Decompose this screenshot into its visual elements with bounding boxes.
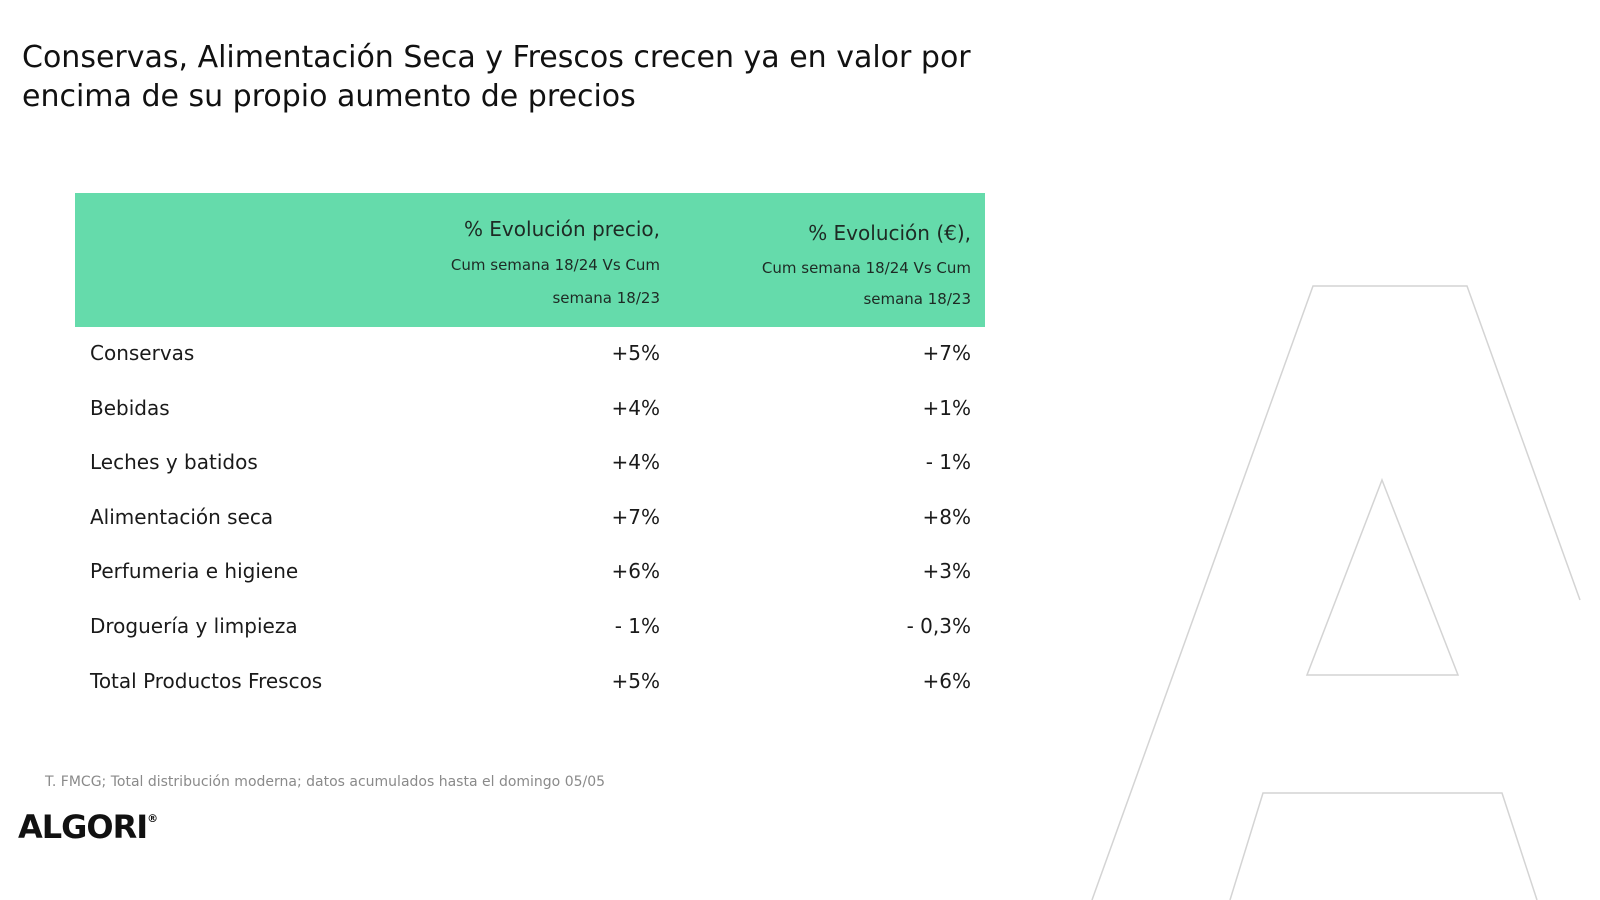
column-title: % Evolución (€), (808, 221, 971, 245)
value-evolution-value: +3% (922, 559, 972, 584)
registered-mark: ® (147, 812, 158, 825)
table-body: Conservas +5% +7% Bebidas +4% +1% Leches y bat… (75, 327, 985, 709)
column-subtitle: semana 18/23 (863, 290, 971, 308)
column-subtitle: Cum semana 18/24 Vs Cum (450, 256, 660, 274)
column-header-precio: % Evolución precio, Cum semana 18/24 Vs … (360, 217, 660, 315)
row-label: Droguería y limpieza (90, 613, 298, 638)
table-row: Perfumeria e higiene +6% +3% (75, 545, 985, 600)
value-evolution-value: +7% (922, 341, 972, 365)
page-title: Conservas, Alimentación Seca y Frescos c… (22, 40, 971, 114)
table-header: % Evolución precio, Cum semana 18/24 Vs … (75, 193, 985, 327)
price-evolution-value: +6% (611, 559, 661, 584)
row-label: Conservas (90, 341, 195, 365)
table-row: Conservas +5% +7% (75, 327, 985, 382)
row-label: Total Productos Frescos (90, 668, 323, 693)
value-evolution-value: - 1% (925, 450, 971, 475)
value-evolution-value: +8% (922, 504, 972, 529)
value-evolution-value: +6% (922, 668, 972, 693)
table-row: Bebidas +4% +1% (75, 382, 985, 437)
price-evolution-table: % Evolución precio, Cum semana 18/24 Vs … (75, 193, 985, 709)
price-evolution-value: - 1% (614, 613, 660, 638)
price-evolution-value: +7% (611, 504, 661, 529)
algori-logo: ALGORI® (18, 808, 158, 846)
row-label: Leches y batidos (90, 450, 258, 475)
table-row: Leches y batidos +4% - 1% (75, 436, 985, 491)
footnote: T. FMCG; Total distribución moderna; dat… (45, 774, 606, 790)
value-evolution-value: +1% (922, 395, 972, 420)
row-label: Perfumeria e higiene (90, 559, 299, 584)
column-title: % Evolución precio, (463, 217, 660, 241)
row-label: Alimentación seca (90, 504, 274, 529)
column-subtitle: semana 18/23 (552, 289, 660, 307)
column-subtitle: Cum semana 18/24 Vs Cum (761, 259, 971, 277)
table-row: Droguería y limpieza - 1% - 0,3% (75, 600, 985, 655)
price-evolution-value: +4% (611, 450, 661, 475)
row-label: Bebidas (90, 395, 170, 420)
table-row: Alimentación seca +7% +8% (75, 491, 985, 546)
price-evolution-value: +5% (611, 341, 661, 365)
value-evolution-value: - 0,3% (906, 613, 971, 638)
logo-text: ALGORI (18, 808, 148, 846)
price-evolution-value: +5% (611, 668, 661, 693)
table-row: Total Productos Frescos +5% +6% (75, 655, 985, 710)
price-evolution-value: +4% (611, 395, 661, 420)
column-header-valor: % Evolución (€), Cum semana 18/24 Vs Cum… (671, 221, 971, 315)
